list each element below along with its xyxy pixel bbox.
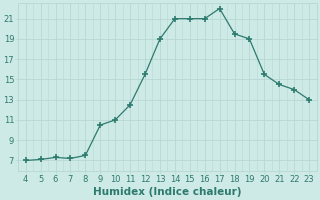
X-axis label: Humidex (Indice chaleur): Humidex (Indice chaleur) <box>93 187 242 197</box>
